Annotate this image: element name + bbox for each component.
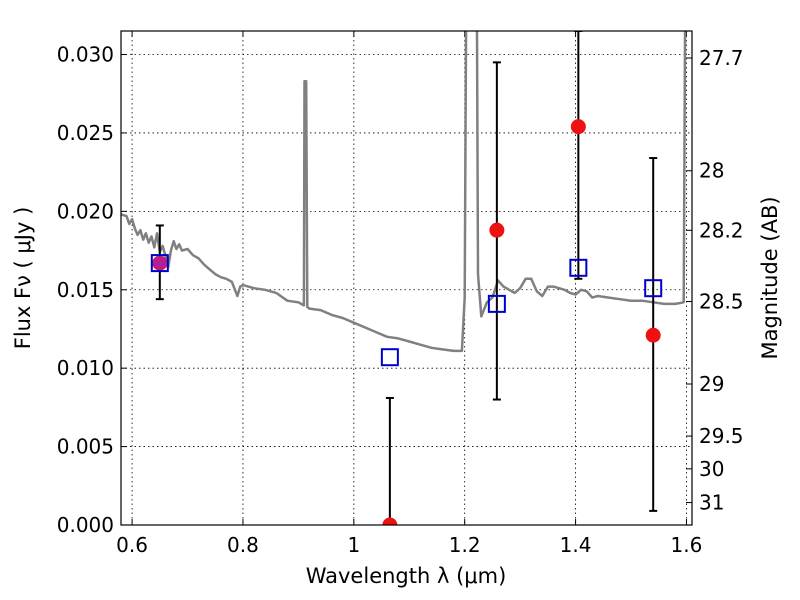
- y-tick-label: 0.030: [57, 43, 114, 67]
- plot-area: [121, 31, 687, 525]
- y-tick-label: 0.010: [57, 356, 114, 380]
- observed-flux-point: [645, 327, 661, 343]
- magnitude-tick-labels: 27.7 28 28.2 28.5 29 29.5 30 31: [699, 46, 744, 515]
- model-photometry-point: [150, 254, 169, 273]
- y-tick-label: 0.005: [57, 435, 114, 459]
- mag-tick-label: 28.5: [699, 290, 744, 314]
- x-axis-label: Wavelength λ (μm): [306, 564, 507, 588]
- model-photometry-point: [644, 279, 663, 298]
- model-photometry-point: [487, 294, 506, 313]
- y-tick-labels: 0.000 0.005 0.010 0.015 0.020 0.025 0.030: [57, 43, 114, 537]
- overlap-marker: [152, 256, 167, 271]
- y-tick-label: 0.020: [57, 199, 114, 223]
- mag-tick-label: 30: [699, 457, 724, 481]
- x-tick-label: 1.4: [560, 533, 592, 557]
- x-tick-label: 1.2: [449, 533, 481, 557]
- y-axis-label: Flux Fν ( μJy ): [11, 207, 35, 350]
- mag-tick-label: 29: [699, 372, 724, 396]
- x-tick-label: 0.6: [116, 533, 148, 557]
- mag-tick-label: 28.2: [699, 218, 744, 242]
- x-tick-label: 1.6: [671, 533, 703, 557]
- observed-flux-point: [382, 517, 398, 525]
- model-photometry-point: [380, 348, 399, 367]
- y-tick-label: 0.015: [57, 278, 114, 302]
- observed-flux-point: [489, 222, 505, 238]
- mag-tick-label: 29.5: [699, 424, 744, 448]
- right-axis-label: Magnitude (AB): [758, 196, 782, 359]
- mag-tick-label: 28: [699, 159, 724, 183]
- y-tick-label: 0.025: [57, 121, 114, 145]
- x-tick-label: 1: [347, 533, 360, 557]
- mag-tick-label: 27.7: [699, 46, 744, 70]
- x-tick-label: 0.8: [227, 533, 259, 557]
- plot-frame: [120, 30, 693, 526]
- observed-flux-point: [570, 119, 586, 135]
- y-tick-label: 0.000: [57, 513, 114, 537]
- model-photometry-point: [569, 258, 588, 277]
- mag-tick-label: 31: [699, 491, 724, 515]
- x-tick-labels: 0.6 0.8 1 1.2 1.4 1.6: [116, 533, 702, 557]
